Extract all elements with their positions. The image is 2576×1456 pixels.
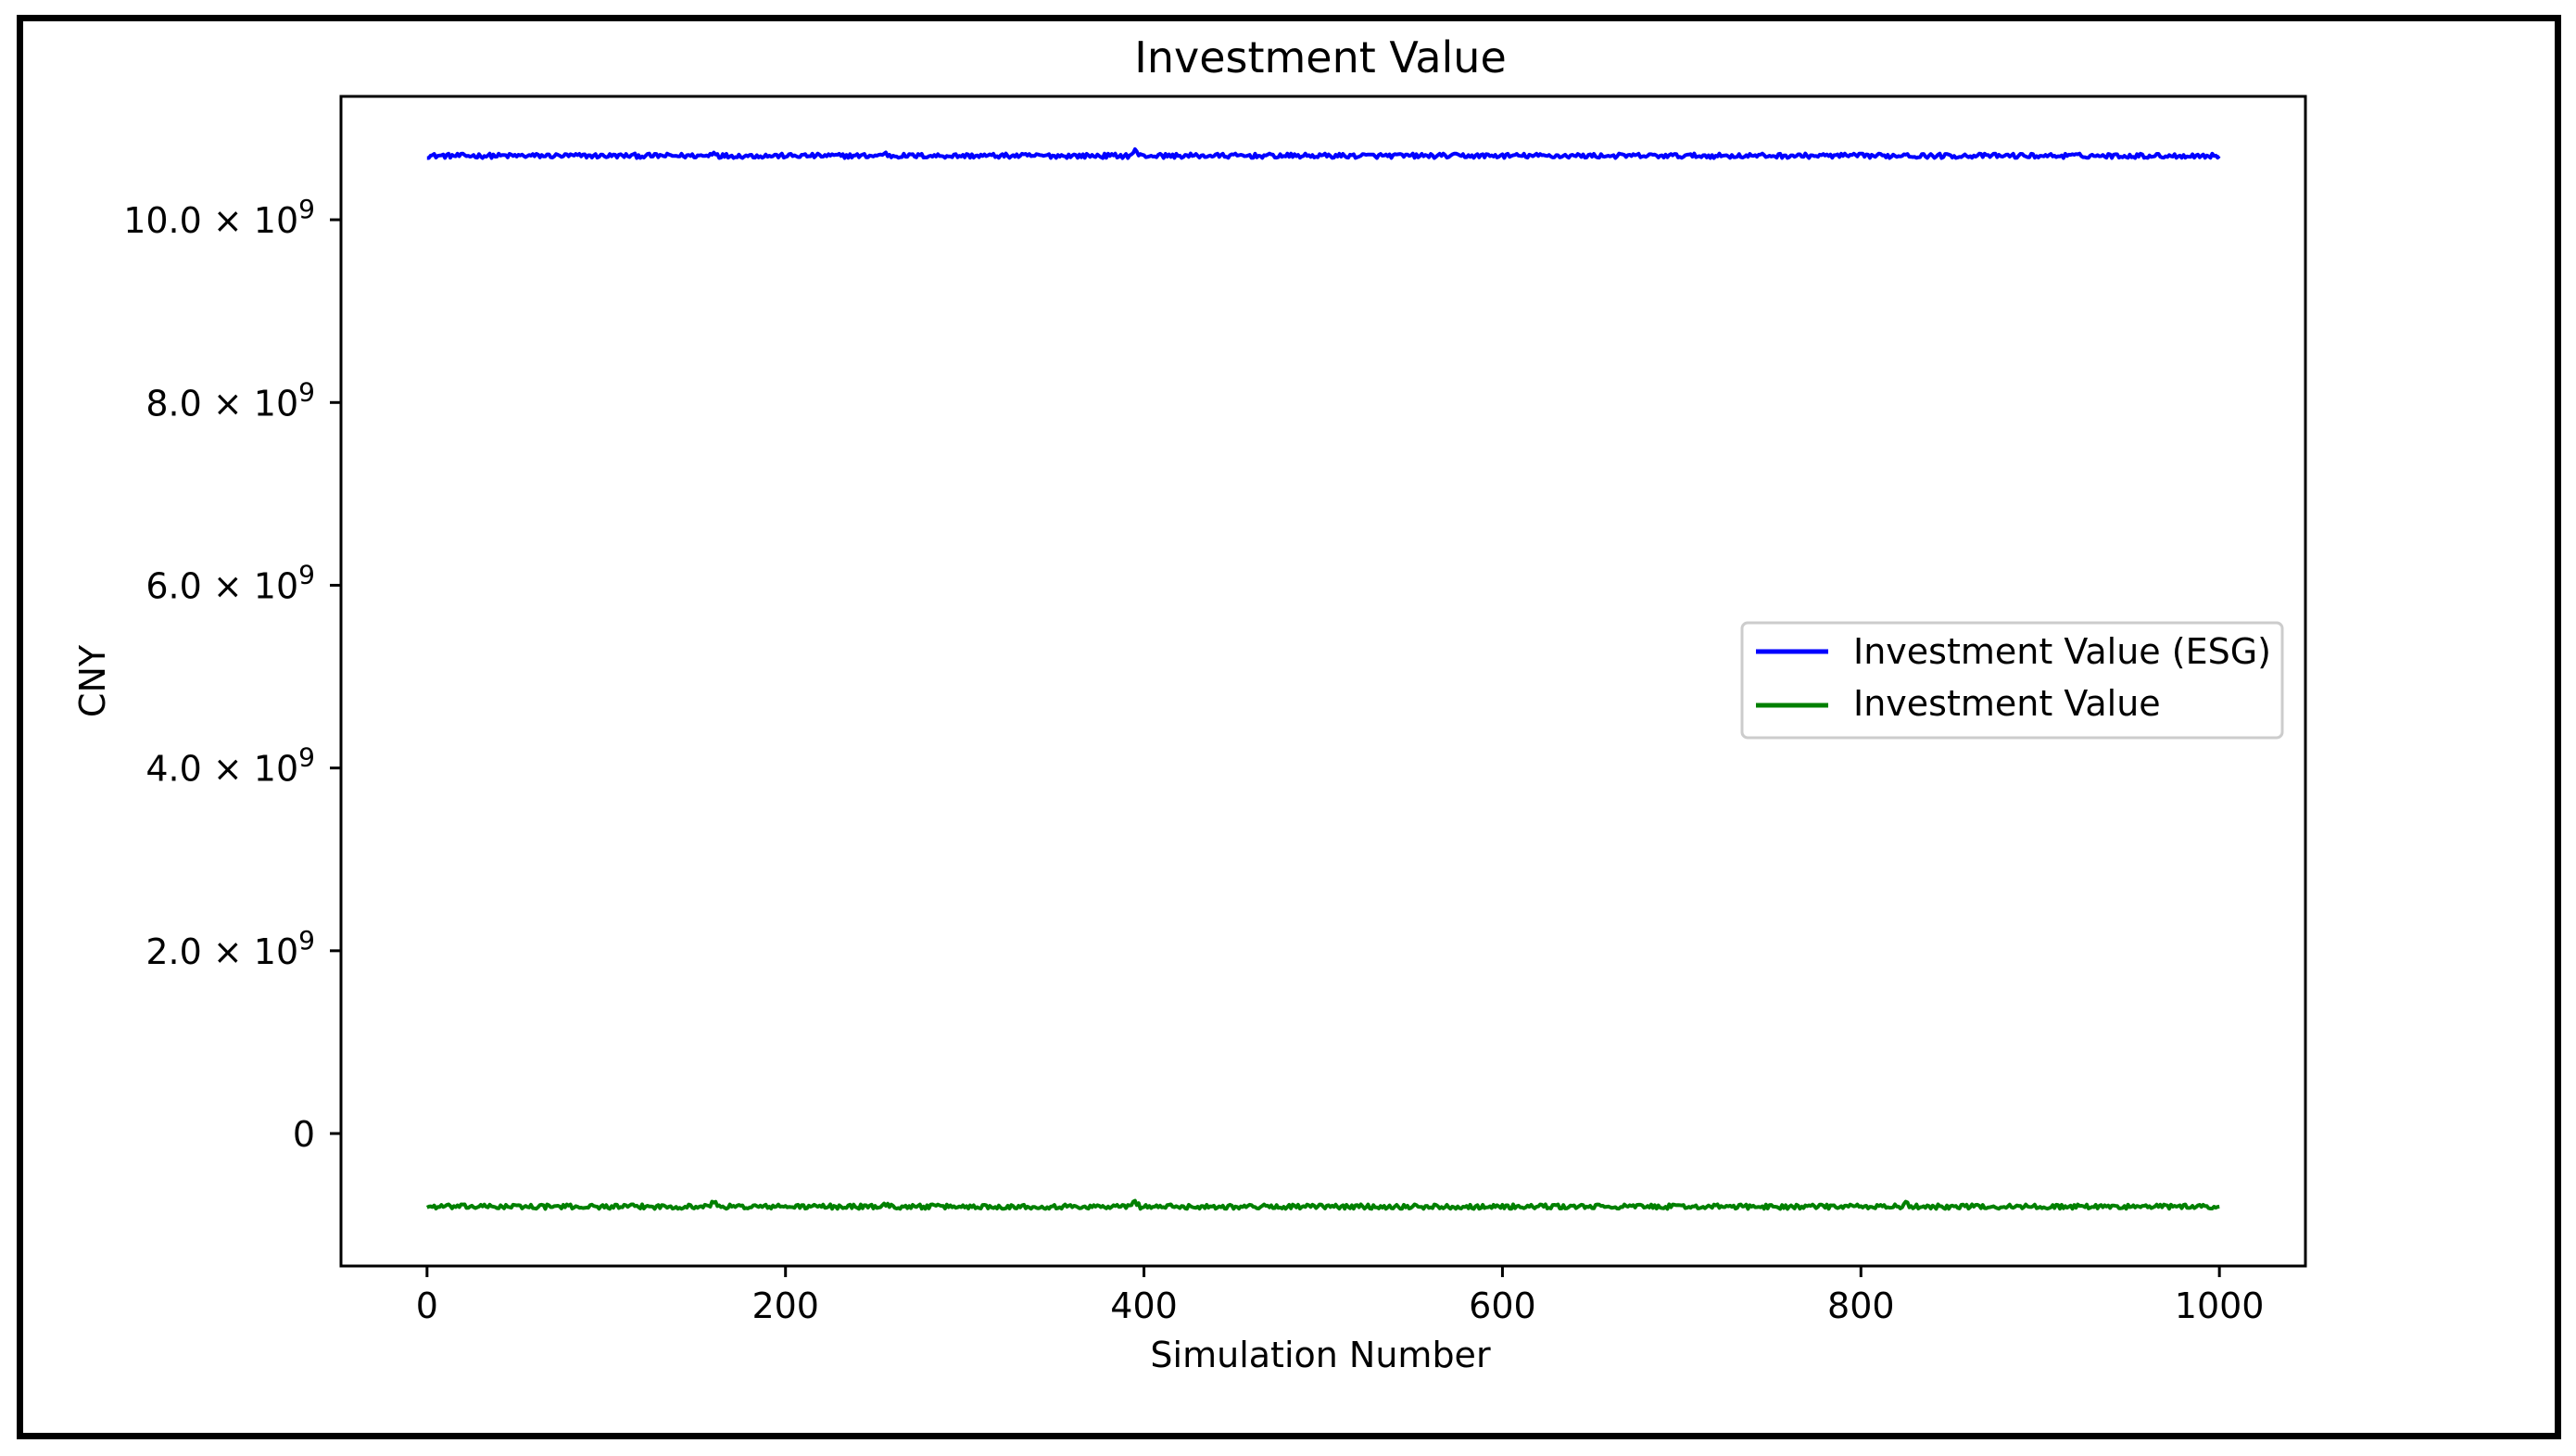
series-line-investment-value <box>425 1198 2220 1211</box>
x-tick-label: 200 <box>751 1285 819 1326</box>
series-line-esg <box>426 147 2221 160</box>
legend-label-esg: Investment Value (ESG) <box>1853 631 2271 672</box>
series-group <box>425 147 2221 1211</box>
y-tick-label: 10.0 × 109 <box>123 194 315 241</box>
chart-title: Investment Value <box>1134 32 1507 82</box>
x-tick-label: 0 <box>416 1285 438 1326</box>
legend-box <box>1740 621 2284 740</box>
x-tick-label: 400 <box>1110 1285 1178 1326</box>
x-axis-label: Simulation Number <box>1150 1335 1491 1375</box>
y-tick-label: 2.0 × 109 <box>145 925 315 972</box>
y-tick-label: 4.0 × 109 <box>145 742 315 790</box>
x-axis-ticks: 0 200 400 600 800 1000 <box>416 1266 2265 1326</box>
x-tick-label: 800 <box>1827 1285 1895 1326</box>
y-axis-ticks: 0 2.0 × 109 4.0 × 109 6.0 × 109 8.0 × 109 10.… <box>123 194 341 1155</box>
x-tick-label: 600 <box>1469 1285 1536 1326</box>
legend-label-investment-value: Investment Value <box>1853 683 2161 724</box>
y-tick-label: 0 <box>293 1114 315 1155</box>
x-tick-label: 1000 <box>2175 1285 2265 1326</box>
y-tick-label: 6.0 × 109 <box>145 559 315 606</box>
legend: Investment Value (ESG) Investment Value <box>1740 621 2284 740</box>
y-axis-label: CNY <box>72 644 113 717</box>
y-tick-label: 8.0 × 109 <box>145 376 315 424</box>
